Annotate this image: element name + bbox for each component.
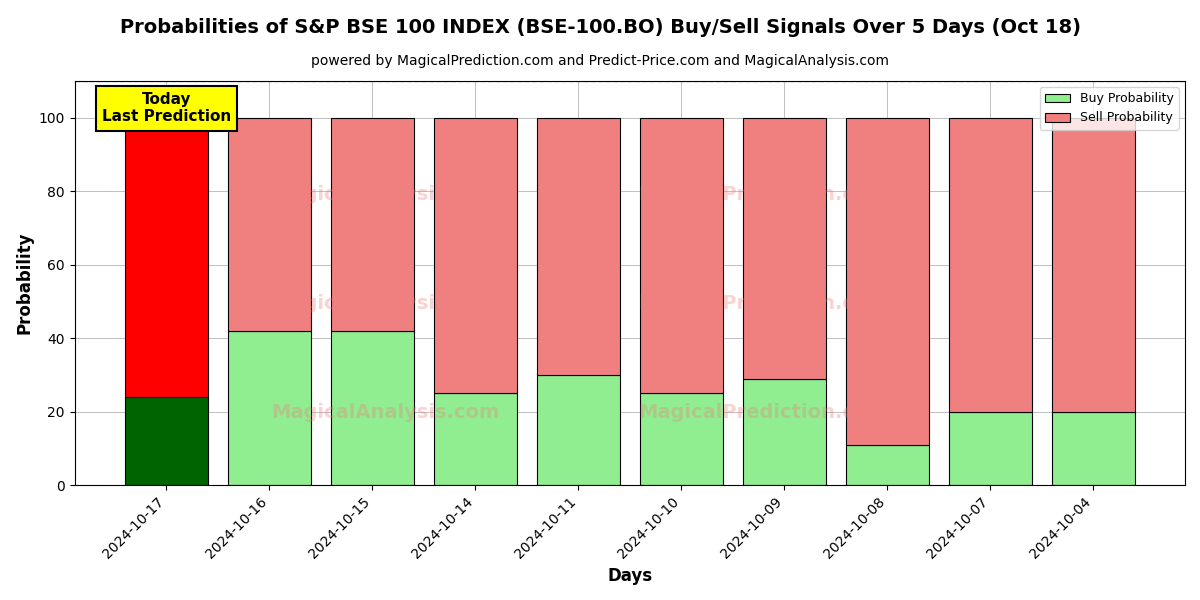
Bar <box>434 118 516 394</box>
Bar <box>331 331 414 485</box>
Text: Today
Last Prediction: Today Last Prediction <box>102 92 230 124</box>
Text: MagicalPrediction.com: MagicalPrediction.com <box>638 403 888 422</box>
Bar <box>640 118 722 394</box>
Text: powered by MagicalPrediction.com and Predict-Price.com and MagicalAnalysis.com: powered by MagicalPrediction.com and Pre… <box>311 54 889 68</box>
Bar <box>1052 412 1134 485</box>
Text: MagicalAnalysis.com: MagicalAnalysis.com <box>271 294 499 313</box>
Legend: Buy Probability, Sell Probability: Buy Probability, Sell Probability <box>1040 87 1178 130</box>
Bar <box>125 397 208 485</box>
Text: Probabilities of S&P BSE 100 INDEX (BSE-100.BO) Buy/Sell Signals Over 5 Days (Oc: Probabilities of S&P BSE 100 INDEX (BSE-… <box>120 18 1080 37</box>
X-axis label: Days: Days <box>607 567 653 585</box>
Text: MagicalPrediction.com: MagicalPrediction.com <box>638 185 888 203</box>
Bar <box>228 118 311 331</box>
Y-axis label: Probability: Probability <box>16 232 34 334</box>
Bar <box>846 118 929 445</box>
Bar <box>434 394 516 485</box>
Bar <box>125 118 208 397</box>
Text: MagicalAnalysis.com: MagicalAnalysis.com <box>271 185 499 203</box>
Bar <box>846 445 929 485</box>
Bar <box>743 379 826 485</box>
Bar <box>949 118 1032 412</box>
Bar <box>1052 118 1134 412</box>
Text: MagicalAnalysis.com: MagicalAnalysis.com <box>271 403 499 422</box>
Bar <box>949 412 1032 485</box>
Bar <box>640 394 722 485</box>
Bar <box>228 331 311 485</box>
Bar <box>538 375 619 485</box>
Bar <box>743 118 826 379</box>
Text: MagicalPrediction.com: MagicalPrediction.com <box>638 294 888 313</box>
Bar <box>331 118 414 331</box>
Bar <box>538 118 619 375</box>
